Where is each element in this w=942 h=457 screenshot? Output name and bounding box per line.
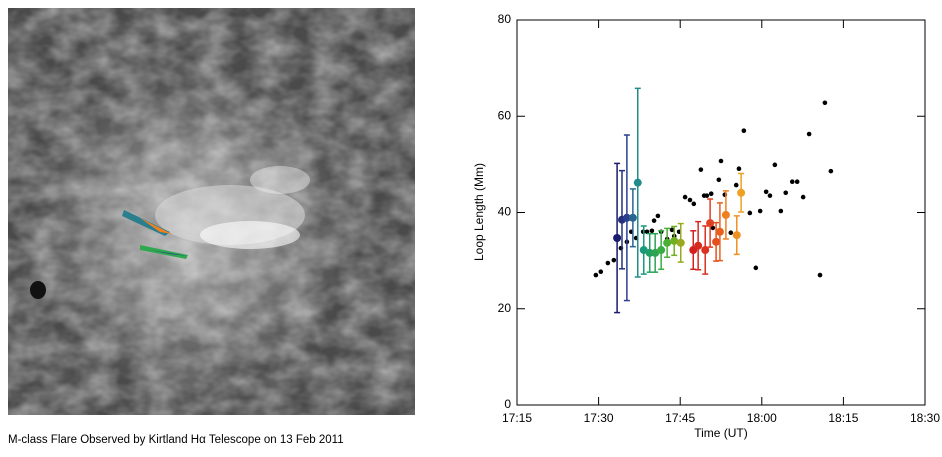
point <box>789 179 795 184</box>
point <box>676 238 685 247</box>
point <box>767 193 773 198</box>
point <box>732 231 741 240</box>
y-axis-label: Loop Length (Mm) <box>472 163 486 261</box>
point <box>712 237 721 246</box>
x-axis-label: Time (UT) <box>694 426 748 440</box>
point <box>806 131 812 137</box>
point <box>598 269 604 274</box>
point <box>817 272 823 278</box>
point <box>718 158 724 164</box>
point <box>737 188 746 197</box>
point <box>682 194 688 200</box>
point <box>747 210 753 216</box>
point <box>778 208 784 214</box>
point <box>721 210 730 219</box>
x-tick-label: 18:00 <box>747 411 777 425</box>
point <box>611 257 617 263</box>
point <box>706 219 715 228</box>
h-alpha-image <box>8 8 415 415</box>
plot-frame <box>516 19 926 406</box>
point <box>691 201 697 207</box>
x-tick-label: 17:45 <box>665 411 695 425</box>
y-tick-label: 40 <box>498 205 512 219</box>
point <box>757 208 763 214</box>
point <box>657 246 666 255</box>
point <box>716 177 722 183</box>
y-tick-label: 0 <box>504 397 511 411</box>
caption: M-class Flare Observed by Kirtland Hα Te… <box>8 434 344 446</box>
y-tick-label: 60 <box>498 108 512 122</box>
point <box>828 168 834 174</box>
point <box>736 166 742 172</box>
point <box>822 100 828 106</box>
point <box>613 234 622 243</box>
x-tick-label: 18:15 <box>828 411 858 425</box>
point <box>651 248 660 257</box>
point <box>622 213 631 222</box>
point <box>704 193 710 198</box>
x-tick-label: 17:15 <box>502 411 532 425</box>
point <box>794 179 800 184</box>
point <box>655 213 661 219</box>
point <box>698 167 704 172</box>
point <box>708 191 714 197</box>
point <box>715 227 724 236</box>
point <box>651 218 657 223</box>
point <box>772 162 778 168</box>
point <box>783 190 789 196</box>
point <box>733 182 739 188</box>
point <box>593 272 599 278</box>
x-tick-label: 17:30 <box>584 411 614 425</box>
point <box>800 194 806 200</box>
point <box>741 128 747 133</box>
y-tick-label: 20 <box>498 301 512 315</box>
point <box>694 241 703 250</box>
point <box>633 178 642 187</box>
point <box>644 229 650 235</box>
point <box>639 246 648 255</box>
point <box>687 197 693 203</box>
point <box>753 265 759 271</box>
point <box>670 236 679 245</box>
x-tick-label: 18:30 <box>910 411 940 425</box>
y-tick-label: 80 <box>498 12 512 26</box>
point <box>669 227 675 233</box>
point <box>605 260 611 266</box>
point <box>628 213 637 222</box>
point <box>763 189 769 195</box>
point <box>728 230 734 236</box>
point <box>649 228 655 234</box>
point <box>663 238 672 247</box>
point <box>701 246 710 255</box>
